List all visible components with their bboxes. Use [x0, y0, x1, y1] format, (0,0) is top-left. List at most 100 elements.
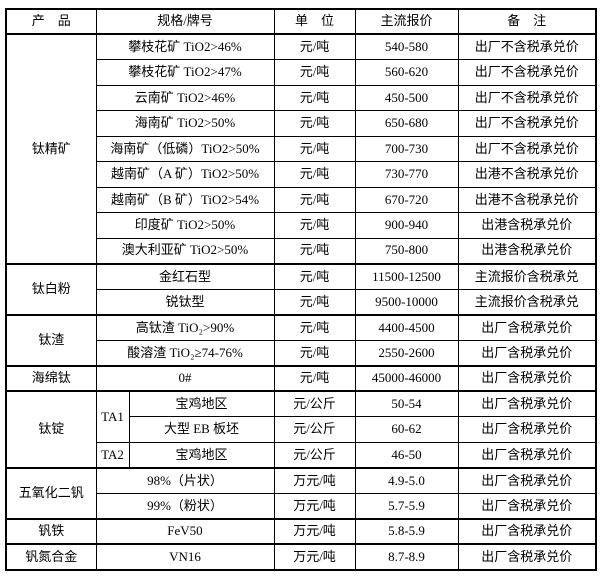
price-cell: 5.8-5.9 — [354, 517, 459, 545]
unit-cell: 元/公斤 — [273, 441, 356, 469]
table-row: 海南矿 TiO2>50% 元/吨 650-680 出厂不含税承兑价 — [6, 110, 597, 137]
spec-cell: 宝鸡地区 — [128, 441, 275, 469]
unit-cell: 万元/吨 — [273, 466, 356, 494]
table-header-row: 产 品规格/牌号单 位主流报价备 注 — [5, 8, 597, 35]
table-body: 钛精矿 攀枝花矿 TiO2>46% 元/吨 540-580 出厂不含税承兑价 攀枝花矿 T… — [5, 33, 597, 571]
spec-cell: 越南矿（B 矿）TiO2>54% — [95, 186, 275, 214]
table-row: 越南矿（B 矿）TiO2>54% 元/吨 670-720 出港不含税承兑价 — [6, 186, 597, 214]
product-cell: 钛精矿 — [5, 33, 97, 265]
unit-cell: 元/吨 — [273, 186, 356, 214]
product-cell: 钛白粉 — [5, 262, 97, 316]
price-cell: 8.7-8.9 — [354, 543, 459, 571]
price-cell: 9500-10000 — [354, 288, 459, 316]
note-cell: 出厂含税承兑价 — [457, 364, 597, 392]
note-cell: 出厂不含税承兑价 — [457, 135, 597, 163]
price-cell: 46-50 — [354, 441, 459, 469]
note-cell: 出厂不含税承兑价 — [457, 110, 597, 137]
table-row: 五氧化二钒 98%（片状） 万元/吨 4.9-5.0 出厂含税承兑价 — [5, 466, 597, 520]
unit-cell: 万元/吨 — [273, 517, 356, 545]
product-cell: 钛渣 — [5, 313, 97, 367]
table-row: TA2 宝鸡地区 元/公斤 46-50 出厂含税承兑价 — [6, 441, 597, 469]
spec-cell: 0# — [95, 364, 275, 392]
spec-cell: 攀枝花矿 TiO2>46% — [95, 33, 275, 61]
table-row: 钛白粉 金红石型 元/吨 11500-12500 主流报价含税承兑 — [5, 262, 597, 316]
price-cell: 700-730 — [354, 135, 459, 163]
table-row: 海绵钛 0# 元/吨 45000-46000 出厂含税承兑价 — [5, 364, 597, 392]
price-cell: 450-500 — [354, 84, 459, 112]
unit-cell: 元/吨 — [273, 135, 356, 163]
price-cell: 670-720 — [354, 186, 459, 214]
table-row: 攀枝花矿 TiO2>47% 元/吨 560-620 出厂不含税承兑价 — [6, 59, 597, 86]
note-cell: 出港不含税承兑价 — [457, 161, 597, 188]
spec-cell: 海南矿（低磷）TiO2>50% — [95, 135, 275, 163]
unit-cell: 元/公斤 — [273, 390, 356, 418]
unit-cell: 元/吨 — [273, 161, 356, 188]
note-cell: 出港含税承兑价 — [457, 212, 597, 239]
unit-cell: 元/吨 — [273, 59, 356, 86]
unit-cell: 元/公斤 — [273, 416, 356, 443]
unit-cell: 元/吨 — [273, 313, 356, 341]
note-cell: 出港含税承兑价 — [457, 237, 597, 265]
table-row: 钛精矿 攀枝花矿 TiO2>46% 元/吨 540-580 出厂不含税承兑价 — [5, 33, 597, 265]
table-row: 钒氮合金 VN16 万元/吨 8.7-8.9 出厂含税承兑价 — [5, 543, 597, 571]
table-header: 产 品规格/牌号单 位主流报价备 注 — [5, 8, 597, 35]
table-row: 印度矿 TiO2>50% 元/吨 900-940 出港含税承兑价 — [6, 212, 597, 239]
price-cell: 50-54 — [354, 390, 459, 418]
spec-cell: 云南矿 TiO2>46% — [95, 84, 275, 112]
column-header: 产 品 — [5, 8, 97, 35]
spec-cell: 海南矿 TiO2>50% — [95, 110, 275, 137]
note-cell: 出厂不含税承兑价 — [457, 84, 597, 112]
column-header: 单 位 — [273, 8, 356, 35]
column-header: 备 注 — [457, 8, 597, 35]
product-cell: 钒氮合金 — [5, 543, 97, 571]
note-cell: 出厂含税承兑价 — [457, 313, 597, 341]
unit-cell: 元/吨 — [273, 110, 356, 137]
price-cell: 730-770 — [354, 161, 459, 188]
unit-cell: 万元/吨 — [273, 492, 356, 520]
table-row: 澳大利亚矿 TiO2>50% 元/吨 750-800 出港含税承兑价 — [6, 237, 597, 265]
price-cell: 5.7-5.9 — [354, 492, 459, 520]
product-cell: 钒铁 — [5, 517, 97, 545]
note-cell: 出厂含税承兑价 — [457, 543, 597, 571]
unit-cell: 元/吨 — [273, 288, 356, 316]
price-cell: 60-62 — [354, 416, 459, 443]
unit-cell: 元/吨 — [273, 84, 356, 112]
column-header: 主流报价 — [354, 8, 459, 35]
note-cell: 主流报价含税承兑 — [457, 288, 597, 316]
price-cell: 900-940 — [354, 212, 459, 239]
unit-cell: 元/吨 — [273, 33, 356, 61]
unit-cell: 元/吨 — [273, 339, 356, 367]
spec-cell: 酸溶渣 TiO₂≥74-76% — [95, 339, 275, 367]
table-row: 钛渣 高钛渣 TiO₂>90% 元/吨 4400-4500 出厂含税承兑价 — [5, 313, 597, 367]
price-cell: 2550-2600 — [354, 339, 459, 367]
unit-cell: 元/吨 — [273, 364, 356, 392]
grade-cell: TA1 — [95, 390, 130, 443]
note-cell: 出厂不含税承兑价 — [457, 33, 597, 61]
spec-cell: 锐钛型 — [95, 288, 275, 316]
unit-cell: 元/吨 — [273, 262, 356, 290]
note-cell: 出厂含税承兑价 — [457, 466, 597, 494]
table-row: 云南矿 TiO2>46% 元/吨 450-500 出厂不含税承兑价 — [6, 84, 597, 112]
spec-cell: 高钛渣 TiO₂>90% — [95, 313, 275, 341]
price-cell: 540-580 — [354, 33, 459, 61]
spec-cell: 印度矿 TiO2>50% — [95, 212, 275, 239]
note-cell: 出港不含税承兑价 — [457, 186, 597, 214]
note-cell: 出厂含税承兑价 — [457, 492, 597, 520]
table-row: 99%（粉状） 万元/吨 5.7-5.9 出厂含税承兑价 — [6, 492, 597, 520]
note-cell: 出厂含税承兑价 — [457, 416, 597, 443]
price-cell: 11500-12500 — [354, 262, 459, 290]
spec-cell: 宝鸡地区 — [128, 390, 275, 418]
product-cell: 钛锭 — [5, 390, 97, 469]
note-cell: 主流报价含税承兑 — [457, 262, 597, 290]
unit-cell: 元/吨 — [273, 212, 356, 239]
table-row: 海南矿（低磷）TiO2>50% 元/吨 700-730 出厂不含税承兑价 — [6, 135, 597, 163]
table-row: 越南矿（A 矿）TiO2>50% 元/吨 730-770 出港不含税承兑价 — [6, 161, 597, 188]
product-cell: 五氧化二钒 — [5, 466, 97, 520]
price-table: 产 品规格/牌号单 位主流报价备 注 钛精矿 攀枝花矿 TiO2>46% 元/吨 54… — [5, 8, 597, 571]
table-row: 大型 EB 板坯 元/公斤 60-62 出厂含税承兑价 — [6, 416, 597, 443]
spec-cell: 越南矿（A 矿）TiO2>50% — [95, 161, 275, 188]
product-cell: 海绵钛 — [5, 364, 97, 392]
price-cell: 4400-4500 — [354, 313, 459, 341]
unit-cell: 万元/吨 — [273, 543, 356, 571]
